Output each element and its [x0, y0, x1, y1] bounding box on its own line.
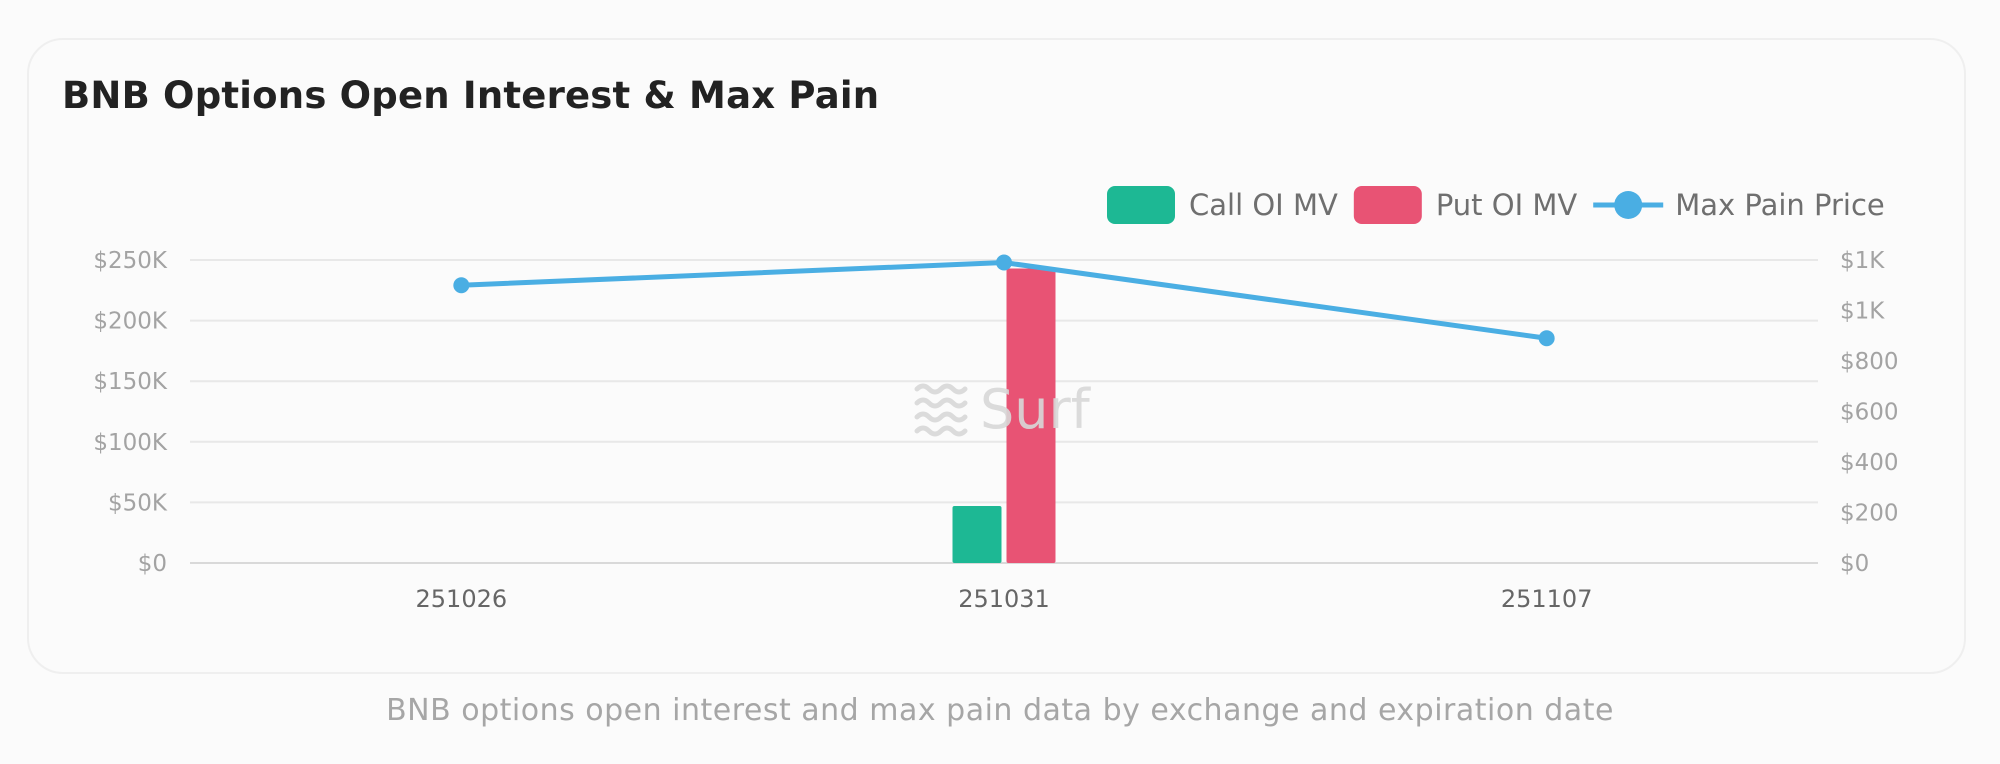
y-right-tick-label: $0 — [1840, 551, 1869, 577]
y-left-tick-label: $0 — [138, 551, 167, 577]
max-pain-polyline — [461, 260, 1548, 341]
chart-caption: BNB options open interest and max pain d… — [386, 693, 1614, 728]
legend-item: Max Pain Price — [1593, 188, 1885, 222]
bar-put-oi-mv — [1006, 268, 1056, 563]
y-left-tick-label: $150K — [93, 369, 168, 395]
legend-item: Put OI MV — [1353, 186, 1578, 224]
y-right-tick-label: $200 — [1840, 501, 1899, 527]
max-pain-point — [996, 254, 1012, 271]
watermark-text: Surf — [980, 378, 1092, 441]
axes: $0 $50K $100K $150K $200K $250K $0 $200 $400 $600… — [93, 248, 1898, 613]
x-tick-label: 251107 — [1501, 585, 1593, 613]
surf-watermark: Surf — [914, 378, 1092, 441]
legend-label: Call OI MV — [1189, 188, 1338, 222]
max-pain-point — [1538, 330, 1555, 347]
x-tick-label: 251026 — [416, 585, 508, 613]
max-pain-point — [453, 277, 470, 294]
y-right-tick-label: $400 — [1840, 450, 1899, 476]
chart-card — [27, 38, 1966, 674]
y-left-tick-label: $50K — [108, 490, 168, 516]
y-right-tick-label: $1K — [1840, 248, 1885, 274]
y-left-tick-label: $200K — [93, 309, 168, 335]
y-right-tick-label: $600 — [1840, 400, 1899, 426]
chart-title: BNB Options Open Interest & Max Pain — [62, 74, 880, 117]
x-tick-label: 251031 — [958, 585, 1050, 613]
legend-label: Max Pain Price — [1675, 188, 1885, 222]
bar-call-oi-mv — [952, 506, 1002, 563]
legend-marker — [1614, 191, 1643, 219]
bar-series — [952, 268, 1056, 563]
y-left-tick-label: $100K — [93, 430, 168, 456]
legend-swatch — [1353, 186, 1422, 224]
legend: Call OI MV Put OI MV Max Pain Price — [1107, 186, 1885, 224]
legend-label: Put OI MV — [1436, 188, 1578, 222]
legend-swatch — [1107, 186, 1175, 224]
surf-logo-icon — [914, 383, 968, 437]
legend-item: Call OI MV — [1107, 186, 1338, 224]
max-pain-line — [453, 254, 1555, 347]
y-right-tick-label: $800 — [1840, 349, 1899, 375]
y-left-tick-label: $250K — [93, 248, 168, 274]
y-right-tick-label: $1K — [1840, 299, 1885, 325]
